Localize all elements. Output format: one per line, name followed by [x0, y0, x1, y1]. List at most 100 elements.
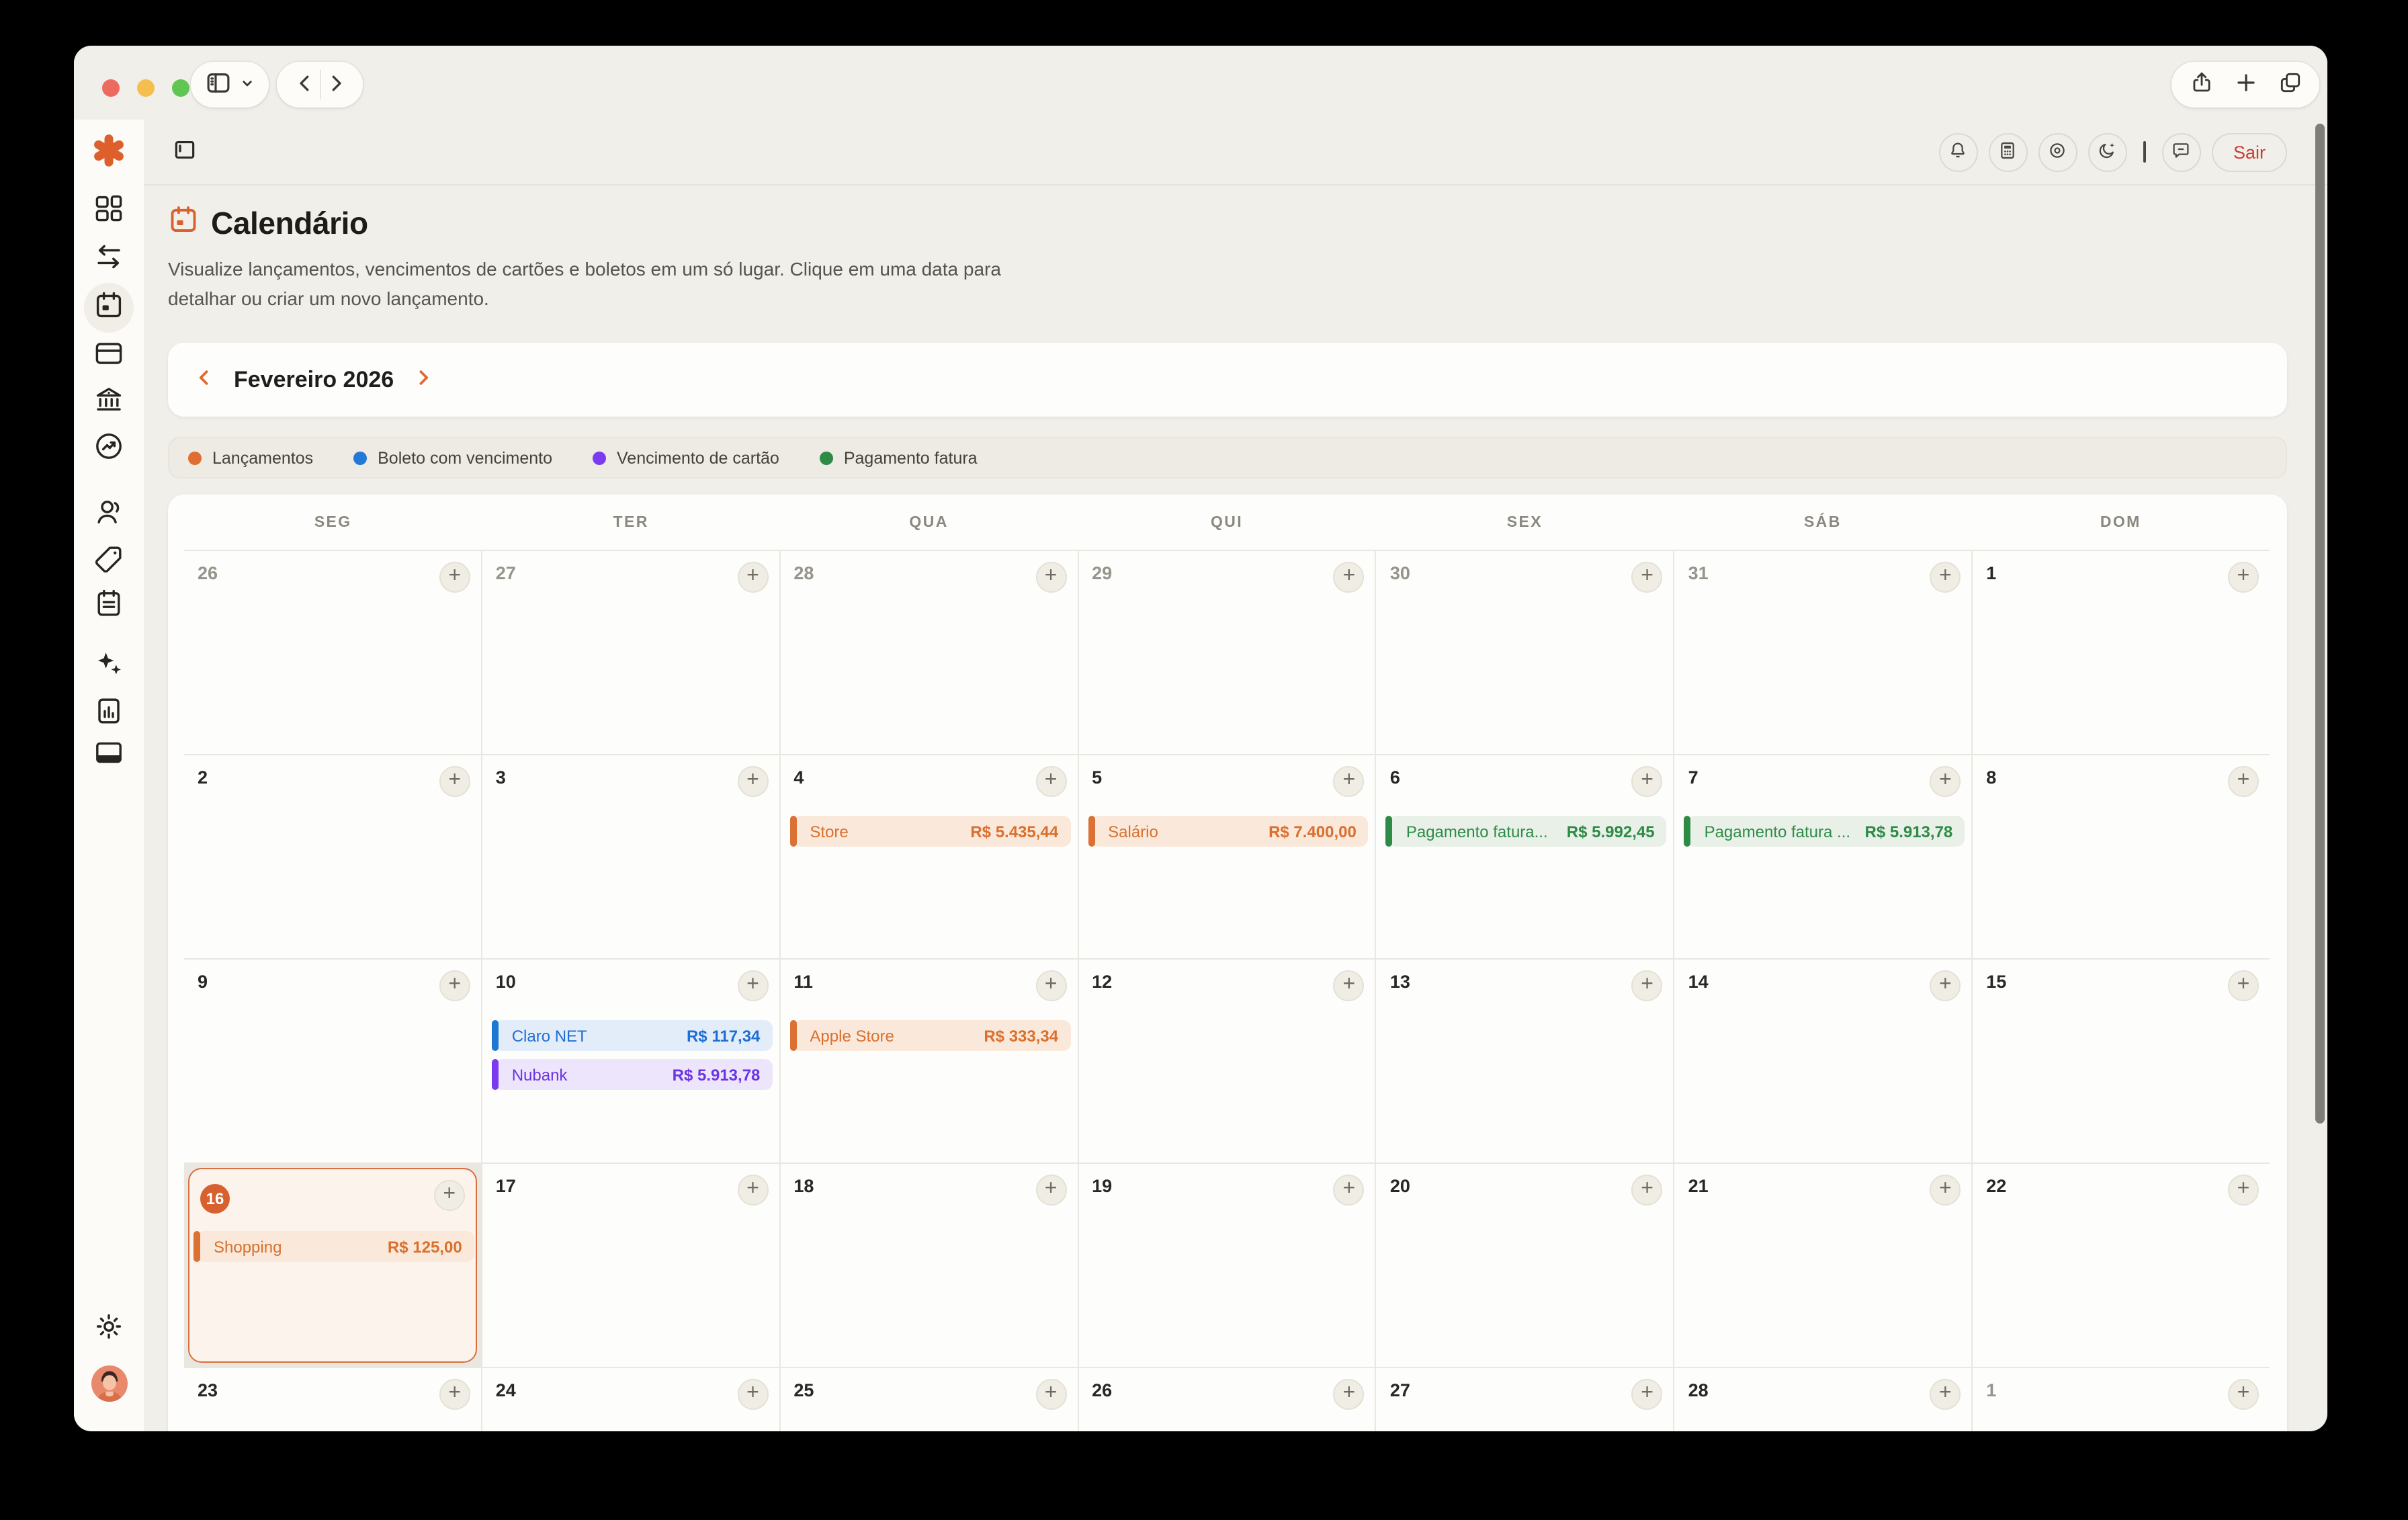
add-event-button[interactable]: +: [439, 1379, 470, 1410]
sidebar-item-performance[interactable]: [93, 433, 125, 465]
add-event-button[interactable]: +: [1631, 562, 1663, 593]
feedback-button[interactable]: [2161, 132, 2201, 171]
fullscreen-button[interactable]: [172, 79, 189, 97]
add-event-button[interactable]: +: [2228, 970, 2259, 1001]
day-cell-26-outside[interactable]: 26 +: [184, 551, 481, 754]
day-cell-27-outside[interactable]: 27 +: [482, 551, 779, 754]
day-cell-25[interactable]: 25 +: [780, 1368, 1078, 1431]
add-event-button[interactable]: +: [1035, 1175, 1067, 1206]
day-cell-26[interactable]: 26 +: [1078, 1368, 1375, 1431]
day-cell-12[interactable]: 12 +: [1078, 960, 1375, 1163]
toggle-sidebar-button[interactable]: [204, 69, 232, 101]
calendar-event-cartao[interactable]: Nubank R$ 5.913,78: [491, 1059, 773, 1090]
sidebar-item-app-logo[interactable]: [93, 134, 125, 169]
sidebar-item-card-statement[interactable]: [93, 740, 125, 772]
notifications-button[interactable]: [1938, 132, 1978, 171]
sidebar-item-card[interactable]: [93, 340, 125, 372]
add-event-button[interactable]: +: [1333, 1379, 1365, 1410]
day-cell-23[interactable]: 23 +: [184, 1368, 481, 1431]
add-event-button[interactable]: +: [1035, 1379, 1067, 1410]
day-cell-1-outside[interactable]: 1 +: [1973, 1368, 2270, 1431]
day-cell-1[interactable]: 1 +: [1973, 551, 2270, 754]
add-event-button[interactable]: +: [1930, 766, 1961, 797]
new-tab-button[interactable]: [2233, 70, 2258, 99]
dark-mode-button[interactable]: [2088, 132, 2127, 171]
sidebar-item-dashboard[interactable]: [93, 195, 125, 228]
day-cell-29-outside[interactable]: 29 +: [1078, 551, 1375, 754]
add-event-button[interactable]: +: [1035, 766, 1067, 797]
forward-button[interactable]: [323, 71, 347, 99]
day-cell-9[interactable]: 9 +: [184, 960, 481, 1163]
logout-button[interactable]: Sair: [2211, 132, 2287, 171]
day-cell-27[interactable]: 27 +: [1376, 1368, 1674, 1431]
day-cell-6[interactable]: 6 + Pagamento fatura... R$ 5.992,45: [1376, 755, 1674, 958]
add-event-button[interactable]: +: [1333, 1175, 1365, 1206]
day-cell-31-outside[interactable]: 31 +: [1674, 551, 1972, 754]
add-event-button[interactable]: +: [2228, 1175, 2259, 1206]
day-cell-2[interactable]: 2 +: [184, 755, 481, 958]
scrollbar-thumb[interactable]: [2315, 124, 2325, 1124]
add-event-button[interactable]: +: [1035, 562, 1067, 593]
sidebar-item-settings[interactable]: [93, 1313, 125, 1345]
day-cell-30-outside[interactable]: 30 +: [1376, 551, 1674, 754]
day-cell-11[interactable]: 11 + Apple Store R$ 333,34: [780, 960, 1078, 1163]
collapse-sidebar-button[interactable]: [172, 137, 198, 167]
day-cell-28-outside[interactable]: 28 +: [780, 551, 1078, 754]
close-button[interactable]: [102, 79, 120, 97]
calendar-event-fatura[interactable]: Pagamento fatura... R$ 5.992,45: [1385, 816, 1667, 847]
calendar-event-lancamento[interactable]: Shopping R$ 125,00: [194, 1231, 474, 1262]
calendar-event-lancamento[interactable]: Store R$ 5.435,44: [789, 816, 1071, 847]
day-cell-4[interactable]: 4 + Store R$ 5.435,44: [780, 755, 1078, 958]
next-month-button[interactable]: [414, 368, 433, 391]
day-cell-5[interactable]: 5 + Salário R$ 7.400,00: [1078, 755, 1375, 958]
add-event-button[interactable]: +: [1333, 766, 1365, 797]
sidebar-item-bank[interactable]: [93, 386, 125, 418]
add-event-button[interactable]: +: [439, 970, 470, 1001]
sidebar-item-tag[interactable]: [93, 546, 125, 578]
sidebar-item-notes[interactable]: [93, 589, 125, 623]
day-cell-19[interactable]: 19 +: [1078, 1164, 1375, 1367]
day-cell-21[interactable]: 21 +: [1674, 1164, 1972, 1367]
add-event-button[interactable]: +: [1631, 766, 1663, 797]
add-event-button[interactable]: +: [1631, 1379, 1663, 1410]
sidebar-item-report[interactable]: [93, 698, 125, 730]
share-button[interactable]: [2188, 70, 2214, 99]
back-button[interactable]: [292, 71, 316, 99]
add-event-button[interactable]: +: [2228, 562, 2259, 593]
privacy-button[interactable]: [2038, 132, 2077, 171]
add-event-button[interactable]: +: [1930, 970, 1961, 1001]
prev-month-button[interactable]: [195, 368, 214, 391]
sidebar-item-calendar[interactable]: [93, 291, 125, 324]
day-cell-14[interactable]: 14 +: [1674, 960, 1972, 1163]
tabs-overview-button[interactable]: [2277, 70, 2303, 99]
day-cell-17[interactable]: 17 +: [482, 1164, 779, 1367]
calendar-event-lancamento[interactable]: Salário R$ 7.400,00: [1088, 816, 1369, 847]
day-cell-24[interactable]: 24 +: [482, 1368, 779, 1431]
add-event-button[interactable]: +: [737, 1379, 769, 1410]
add-event-button[interactable]: +: [439, 766, 470, 797]
calendar-event-boleto[interactable]: Claro NET R$ 117,34: [491, 1020, 773, 1051]
add-event-button[interactable]: +: [2228, 766, 2259, 797]
day-cell-10[interactable]: 10 + Claro NET R$ 117,34 Nubank R$ 5.913,78: [482, 960, 779, 1163]
add-event-button[interactable]: +: [1631, 1175, 1663, 1206]
add-event-button[interactable]: +: [2228, 1379, 2259, 1410]
add-event-button[interactable]: +: [737, 562, 769, 593]
calendar-event-fatura[interactable]: Pagamento fatura ... R$ 5.913,78: [1684, 816, 1965, 847]
sidebar-item-transfers[interactable]: [93, 243, 125, 276]
sidebar-item-avatar[interactable]: [91, 1365, 127, 1403]
add-event-button[interactable]: +: [737, 766, 769, 797]
day-cell-20[interactable]: 20 +: [1376, 1164, 1674, 1367]
add-event-button[interactable]: +: [1930, 1175, 1961, 1206]
day-cell-3[interactable]: 3 +: [482, 755, 779, 958]
day-cell-18[interactable]: 18 +: [780, 1164, 1078, 1367]
add-event-button[interactable]: +: [1333, 562, 1365, 593]
day-cell-13[interactable]: 13 +: [1376, 960, 1674, 1163]
add-event-button[interactable]: +: [439, 562, 470, 593]
add-event-button[interactable]: +: [433, 1180, 465, 1211]
calculator-button[interactable]: [1988, 132, 2028, 171]
day-cell-22[interactable]: 22 +: [1973, 1164, 2270, 1367]
minimize-button[interactable]: [137, 79, 155, 97]
add-event-button[interactable]: +: [737, 970, 769, 1001]
add-event-button[interactable]: +: [1631, 970, 1663, 1001]
add-event-button[interactable]: +: [1333, 970, 1365, 1001]
